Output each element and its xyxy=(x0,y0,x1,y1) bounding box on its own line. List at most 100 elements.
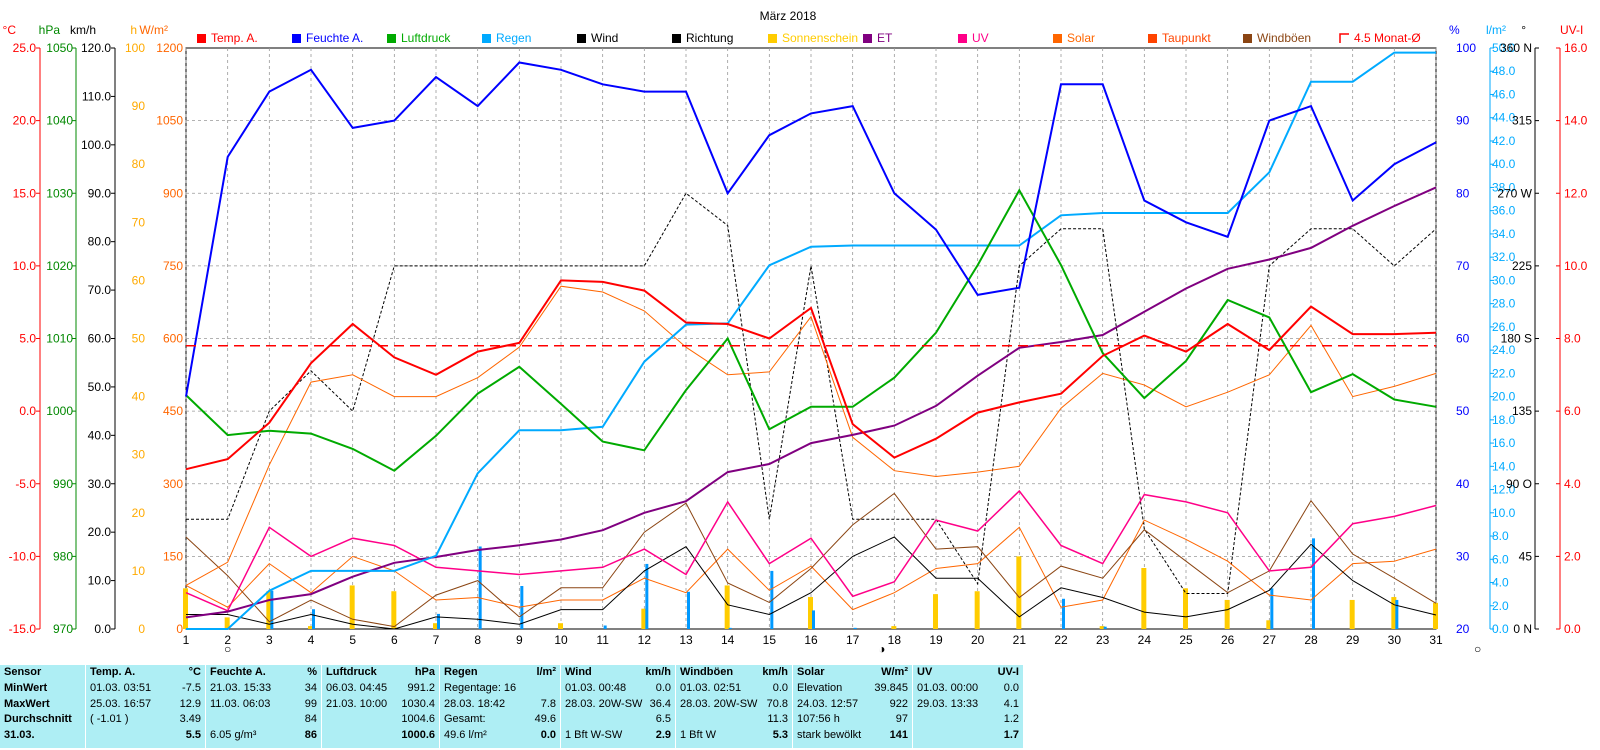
wind-tick-label: 120.0 xyxy=(81,41,111,55)
stats-label: Windböen xyxy=(680,666,734,678)
stats-value: km/h xyxy=(762,666,788,678)
stats-label: 01.03. 03:51 xyxy=(90,681,152,694)
bar-sunshine xyxy=(266,591,272,629)
bar-sunshine xyxy=(1099,626,1105,629)
bar-sunshine xyxy=(1391,597,1397,629)
direction-tick-label: 0 N xyxy=(1513,622,1532,636)
bar-rain xyxy=(520,586,524,629)
direction-unit-label: ° xyxy=(1521,23,1526,37)
stats-row: 11.3 xyxy=(680,713,788,728)
bar-sunshine xyxy=(891,626,897,629)
stats-row: 25.03. 16:57 12.9 xyxy=(90,698,201,713)
stats-row: 107:56 h 97 xyxy=(797,713,908,728)
x-tick-label: 29 xyxy=(1346,633,1360,647)
series-line-luftdruck xyxy=(185,188,1437,472)
bar-sunshine xyxy=(1349,599,1355,629)
stats-value: °C xyxy=(188,666,201,678)
direction-tick-label: 180 S xyxy=(1501,332,1532,346)
stats-row: 01.03. 03:51 -7.5 xyxy=(90,682,201,697)
bar-rain xyxy=(1270,588,1274,629)
bar-sunshine xyxy=(349,585,355,629)
uv-tick-label: 0.0 xyxy=(1564,622,1581,636)
stats-label: 107:56 h xyxy=(797,713,840,726)
bar-sunshine xyxy=(308,626,313,629)
stats-row: 28.03. 18:42 7.8 xyxy=(444,698,556,713)
bar-rain xyxy=(312,609,315,629)
stats-row: 1.2 xyxy=(917,713,1019,728)
legend-swatch xyxy=(1339,33,1349,43)
direction-tick-label: 90 O xyxy=(1506,477,1532,491)
wind-tick-label: 60.0 xyxy=(88,332,112,346)
stats-panel: Feuchte A.% 21.03. 15:33 34 11.03. 06:03 99 8… xyxy=(206,665,322,748)
stats-value: 0.0 xyxy=(772,681,788,694)
temp-unit-label: °C xyxy=(3,23,17,37)
stats-row: 1000.6 xyxy=(326,729,435,744)
series-line-temp-a- xyxy=(185,279,1437,471)
solar-tick-label: 1050 xyxy=(156,114,183,128)
temp-tick-label: 0.0 xyxy=(19,404,36,418)
stats-label: 01.03. 02:51 xyxy=(680,681,742,694)
stats-value: 70.8 xyxy=(766,697,788,710)
stats-value: 12.9 xyxy=(179,697,201,710)
stats-value: 1004.6 xyxy=(401,713,435,726)
chart-lines xyxy=(185,51,1437,630)
stats-row: 6.05 g/m³ 86 xyxy=(210,729,317,744)
bar-rain xyxy=(853,627,857,629)
x-tick-label: 3 xyxy=(266,633,273,647)
rain-tick-label: 4.0 xyxy=(1492,576,1509,590)
series-line-wind xyxy=(186,536,1437,630)
stats-label: Feuchte A. xyxy=(210,666,266,678)
temp-tick-label: 10.0 xyxy=(13,259,37,273)
stats-value: 1000.6 xyxy=(401,729,435,742)
bar-sunshine xyxy=(391,591,397,629)
stats-value: % xyxy=(307,666,317,678)
stats-row: stark bewölkt 141 xyxy=(797,729,908,744)
statistics-table: Sensor MinWert MaxWert Durchschnitt 31.03. Te… xyxy=(0,655,1600,750)
solar-tick-label: 600 xyxy=(163,332,183,346)
rain-tick-label: 0.0 xyxy=(1492,622,1509,636)
pressure-tick-label: 1050 xyxy=(46,41,73,55)
stats-label: ( -1.01 ) xyxy=(90,713,129,726)
x-tick-label: 21 xyxy=(1013,633,1027,647)
stats-row: 1.7 xyxy=(917,729,1019,744)
stats-value: 86 xyxy=(304,729,317,742)
x-tick-label: 16 xyxy=(804,633,818,647)
x-tick-label: 19 xyxy=(929,633,943,647)
wind-tick-label: 0.0 xyxy=(94,622,111,636)
stats-row: ( -1.01 ) 3.49 xyxy=(90,713,201,728)
direction-tick-label: 270 W xyxy=(1497,186,1532,200)
chart-axes: 25.0 20.0 15.0 10.0 5.0 0.0 -5.0 -10.0 -15.0 °C 10… xyxy=(3,23,1588,636)
humidity-tick-label: 90 xyxy=(1456,114,1470,128)
stats-row: 29.03. 13:33 4.1 xyxy=(917,698,1019,713)
stats-value: 7.8 xyxy=(540,697,556,710)
stats-label: 29.03. 13:33 xyxy=(917,697,979,710)
stats-label: 24.03. 12:57 xyxy=(797,697,859,710)
legend-label: Temp. A. xyxy=(211,31,258,45)
weather-chart: März 2018 Temp. A. Feuchte A. Luftdruck Reg… xyxy=(3,9,1588,655)
stats-header: Temp. A. °C xyxy=(90,666,201,681)
bar-rain xyxy=(1103,626,1107,629)
x-axis: 1 2 3 4 5 6 7 8 9 10 11 12 13 14 15 16 17 18 19 20 21 22 23 24 2… xyxy=(183,633,1482,655)
stats-panel: UV UV-I 01.03. 00:00 0.0 29.03. 13:33 4.1 1.2 1… xyxy=(913,665,1024,748)
solar-tick-label: 450 xyxy=(163,404,183,418)
chart-grid xyxy=(185,48,1437,629)
legend-label: Regen xyxy=(496,31,531,45)
stats-row: MinWert xyxy=(4,682,81,697)
stats-panel: Wind km/h 01.03. 00:48 0.0 28.03. 20W-SW 36.4… xyxy=(561,665,676,748)
pressure-tick-label: 990 xyxy=(53,477,73,491)
uv-tick-label: 4.0 xyxy=(1564,477,1581,491)
rain-tick-label: 10.0 xyxy=(1492,506,1516,520)
stats-value: 922 xyxy=(889,697,908,710)
stats-header: Luftdruck hPa xyxy=(326,666,435,681)
stats-value: 4.1 xyxy=(1003,697,1019,710)
x-tick-label: 31 xyxy=(1429,633,1443,647)
stats-row: 1 Bft W-SW 2.9 xyxy=(565,729,671,744)
chart-bars xyxy=(183,538,1438,629)
stats-row: 06.03. 04:45 991.2 xyxy=(326,682,435,697)
temp-tick-label: 20.0 xyxy=(13,114,37,128)
stats-row: 21.03. 15:33 34 xyxy=(210,682,317,697)
stats-value: 5.3 xyxy=(772,729,788,742)
uv-tick-label: 10.0 xyxy=(1564,259,1588,273)
temp-tick-label: 15.0 xyxy=(13,186,37,200)
stats-label: UV xyxy=(917,666,933,678)
